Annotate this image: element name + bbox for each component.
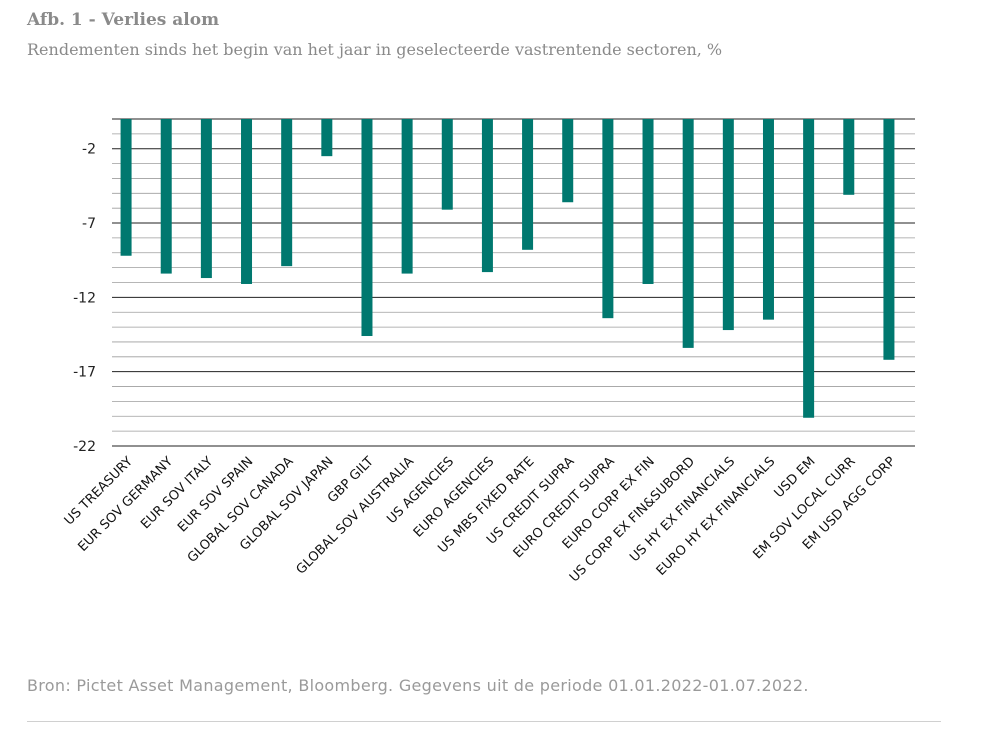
x-tick-label: EUR SOV ITALY bbox=[138, 454, 216, 532]
bars bbox=[120, 119, 895, 418]
bar bbox=[562, 119, 574, 203]
bar bbox=[722, 119, 734, 331]
bar bbox=[241, 119, 253, 284]
bar bbox=[682, 119, 694, 348]
y-tick-label: -17 bbox=[73, 365, 96, 381]
y-tick-label: -2 bbox=[82, 142, 96, 158]
y-axis-ticks: -2 -7 -12 -17 -22 bbox=[73, 142, 96, 455]
bar bbox=[200, 119, 212, 279]
bar bbox=[762, 119, 774, 320]
y-tick-label: -7 bbox=[82, 216, 96, 232]
bar bbox=[321, 119, 333, 157]
bar bbox=[642, 119, 654, 284]
bar bbox=[120, 119, 132, 256]
bar bbox=[481, 119, 493, 273]
bar bbox=[361, 119, 373, 337]
x-tick-label: US TREASURY bbox=[62, 454, 136, 528]
source-note: Bron: Pictet Asset Management, Bloomberg… bbox=[27, 676, 809, 695]
chart-title: Afb. 1 - Verlies alom bbox=[27, 10, 220, 30]
bar bbox=[441, 119, 453, 210]
bar bbox=[883, 119, 895, 360]
bar bbox=[281, 119, 293, 267]
grid-lines bbox=[112, 118, 915, 447]
bar bbox=[401, 119, 413, 274]
bar bbox=[843, 119, 855, 195]
footer-divider bbox=[27, 721, 941, 722]
bar bbox=[522, 119, 534, 250]
bar bbox=[803, 119, 815, 418]
chart-subtitle: Rendementen sinds het begin van het jaar… bbox=[27, 40, 723, 59]
y-tick-label: -22 bbox=[73, 439, 96, 455]
y-tick-label: -12 bbox=[73, 290, 96, 306]
bar bbox=[602, 119, 614, 319]
bar bbox=[160, 119, 172, 274]
